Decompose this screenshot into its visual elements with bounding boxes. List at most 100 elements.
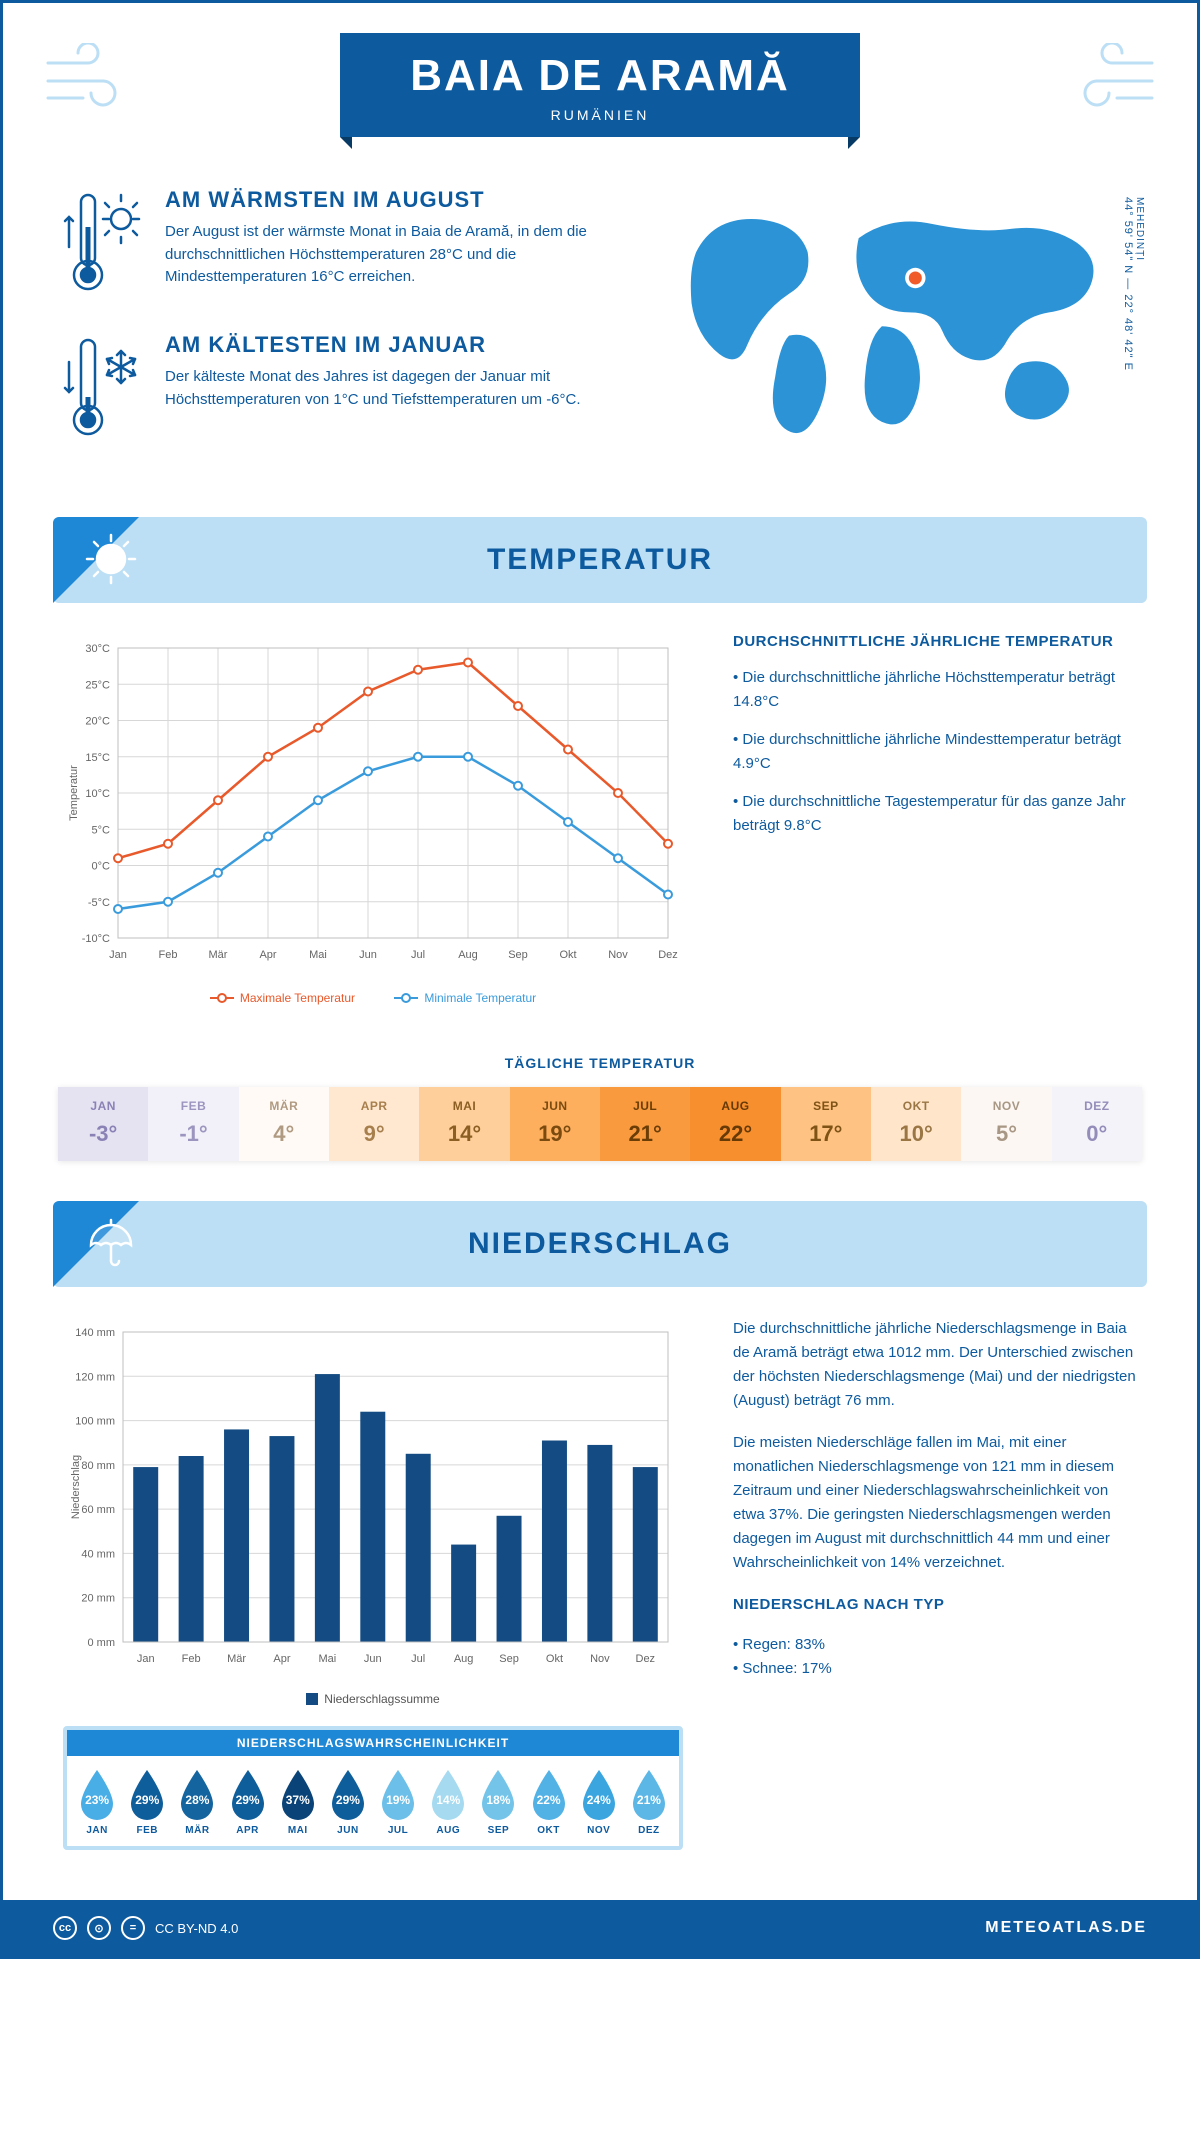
license-text: CC BY-ND 4.0 xyxy=(155,1921,238,1936)
coldest-title: AM KÄLTESTEN IM JANUAR xyxy=(165,332,605,358)
cc-icon: cc xyxy=(53,1916,77,1940)
svg-text:Aug: Aug xyxy=(454,1653,474,1665)
svg-text:Nov: Nov xyxy=(590,1653,610,1665)
svg-text:40 mm: 40 mm xyxy=(81,1548,115,1560)
summary-bullet: • Die durchschnittliche jährliche Mindes… xyxy=(733,728,1137,776)
chart-legend: Maximale Temperatur Minimale Temperatur xyxy=(63,988,683,1005)
probability-cell: 23% JAN xyxy=(73,1768,121,1836)
svg-text:Dez: Dez xyxy=(636,1653,656,1665)
drop-icon: 18% xyxy=(477,1768,519,1820)
thermometer-cold-icon xyxy=(63,332,143,447)
coldest-text: Der kälteste Monat des Jahres ist dagege… xyxy=(165,366,605,411)
svg-text:Temperatur: Temperatur xyxy=(68,765,80,821)
daily-temp-cell: OKT 10° xyxy=(871,1087,961,1161)
summary-paragraph: Die durchschnittliche jährliche Niedersc… xyxy=(733,1317,1137,1413)
svg-text:Mär: Mär xyxy=(209,949,228,961)
summary-paragraph: Die meisten Niederschläge fallen im Mai,… xyxy=(733,1431,1137,1575)
svg-text:Aug: Aug xyxy=(458,949,478,961)
drop-icon: 19% xyxy=(377,1768,419,1820)
probability-cell: 19% JUL xyxy=(374,1768,422,1836)
daily-temp-cell: MAI 14° xyxy=(419,1087,509,1161)
wind-icon xyxy=(43,43,133,114)
svg-text:Apr: Apr xyxy=(259,949,276,961)
svg-text:Feb: Feb xyxy=(182,1653,201,1665)
wind-icon xyxy=(1067,43,1157,114)
chart-legend: Niederschlagssumme xyxy=(63,1692,683,1708)
svg-text:0 mm: 0 mm xyxy=(88,1637,116,1649)
header: BAIA DE ARAMĂ RUMÄNIEN xyxy=(3,3,1197,157)
world-map-icon xyxy=(645,187,1137,447)
temperature-chart: -10°C-5°C0°C5°C10°C15°C20°C25°C30°CJanFe… xyxy=(63,633,683,1005)
daily-temp-cell: MÄR 4° xyxy=(239,1087,329,1161)
warmest-title: AM WÄRMSTEN IM AUGUST xyxy=(165,187,605,213)
drop-icon: 29% xyxy=(327,1768,369,1820)
precip-type-item: • Regen: 83% xyxy=(733,1633,1137,1657)
intro-section: AM WÄRMSTEN IM AUGUST Der August ist der… xyxy=(3,157,1197,507)
svg-text:20°C: 20°C xyxy=(85,716,110,728)
summary-heading: DURCHSCHNITTLICHE JÄHRLICHE TEMPERATUR xyxy=(733,633,1137,650)
daily-temp-cell: APR 9° xyxy=(329,1087,419,1161)
svg-text:15°C: 15°C xyxy=(85,752,110,764)
svg-text:120 mm: 120 mm xyxy=(75,1371,115,1383)
country-name: RUMÄNIEN xyxy=(410,107,790,123)
probability-cell: 29% FEB xyxy=(123,1768,171,1836)
drop-icon: 14% xyxy=(427,1768,469,1820)
svg-text:Jan: Jan xyxy=(109,949,127,961)
daily-temp-cell: FEB -1° xyxy=(148,1087,238,1161)
city-name: BAIA DE ARAMĂ xyxy=(410,51,790,101)
drop-icon: 28% xyxy=(176,1768,218,1820)
drop-icon: 29% xyxy=(126,1768,168,1820)
summary-bullet: • Die durchschnittliche Tagestemperatur … xyxy=(733,790,1137,838)
daily-temp-cell: JUN 19° xyxy=(510,1087,600,1161)
svg-text:Sep: Sep xyxy=(508,949,528,961)
precipitation-summary: Die durchschnittliche jährliche Niedersc… xyxy=(733,1317,1137,1850)
svg-text:Mai: Mai xyxy=(309,949,327,961)
sun-icon xyxy=(83,531,139,592)
svg-text:Jun: Jun xyxy=(359,949,377,961)
title-banner: BAIA DE ARAMĂ RUMÄNIEN xyxy=(340,33,860,137)
footer: cc ⊙ = CC BY-ND 4.0 METEOATLAS.DE xyxy=(3,1900,1197,1956)
svg-text:Mai: Mai xyxy=(319,1653,337,1665)
svg-text:Jul: Jul xyxy=(411,949,425,961)
svg-text:-5°C: -5°C xyxy=(88,897,110,909)
daily-temp-cell: JUL 21° xyxy=(600,1087,690,1161)
probability-cell: 14% AUG xyxy=(424,1768,472,1836)
daily-temp-cell: JAN -3° xyxy=(58,1087,148,1161)
probability-cell: 29% JUN xyxy=(324,1768,372,1836)
svg-text:30°C: 30°C xyxy=(85,643,110,655)
daily-temp-heading: TÄGLICHE TEMPERATUR xyxy=(3,1055,1197,1071)
daily-temp-cell: SEP 17° xyxy=(781,1087,871,1161)
daily-temp-cell: AUG 22° xyxy=(690,1087,780,1161)
drop-icon: 29% xyxy=(227,1768,269,1820)
probability-cell: 18% SEP xyxy=(474,1768,522,1836)
precipitation-chart: 0 mm20 mm40 mm60 mm80 mm100 mm120 mm140 … xyxy=(63,1317,683,1850)
svg-text:60 mm: 60 mm xyxy=(81,1504,115,1516)
svg-text:Jun: Jun xyxy=(364,1653,382,1665)
svg-text:100 mm: 100 mm xyxy=(75,1416,115,1428)
temperature-summary: DURCHSCHNITTLICHE JÄHRLICHE TEMPERATUR •… xyxy=(733,633,1137,1005)
precipitation-banner: NIEDERSCHLAG xyxy=(53,1201,1147,1287)
nd-icon: = xyxy=(121,1916,145,1940)
probability-cell: 29% APR xyxy=(224,1768,272,1836)
infographic-page: BAIA DE ARAMĂ RUMÄNIEN AM WÄRMSTEN IM AU… xyxy=(0,0,1200,1959)
svg-text:0°C: 0°C xyxy=(92,861,111,873)
svg-text:Mär: Mär xyxy=(227,1653,246,1665)
probability-cell: 28% MÄR xyxy=(173,1768,221,1836)
warmest-text: Der August ist der wärmste Monat in Baia… xyxy=(165,221,605,289)
svg-text:Feb: Feb xyxy=(159,949,178,961)
precipitation-probability: NIEDERSCHLAGSWAHRSCHEINLICHKEIT 23% JAN … xyxy=(63,1726,683,1850)
probability-cell: 21% DEZ xyxy=(625,1768,673,1836)
svg-text:80 mm: 80 mm xyxy=(81,1460,115,1472)
drop-icon: 24% xyxy=(578,1768,620,1820)
precip-type-heading: NIEDERSCHLAG NACH TYP xyxy=(733,1593,1137,1617)
svg-text:Apr: Apr xyxy=(273,1653,290,1665)
daily-temp-cell: DEZ 0° xyxy=(1052,1087,1142,1161)
warmest-block: AM WÄRMSTEN IM AUGUST Der August ist der… xyxy=(63,187,605,302)
summary-bullet: • Die durchschnittliche jährliche Höchst… xyxy=(733,666,1137,714)
svg-text:Jan: Jan xyxy=(137,1653,155,1665)
svg-text:Sep: Sep xyxy=(499,1653,519,1665)
drop-icon: 22% xyxy=(528,1768,570,1820)
coldest-block: AM KÄLTESTEN IM JANUAR Der kälteste Mona… xyxy=(63,332,605,447)
drop-icon: 21% xyxy=(628,1768,670,1820)
drop-icon: 23% xyxy=(76,1768,118,1820)
